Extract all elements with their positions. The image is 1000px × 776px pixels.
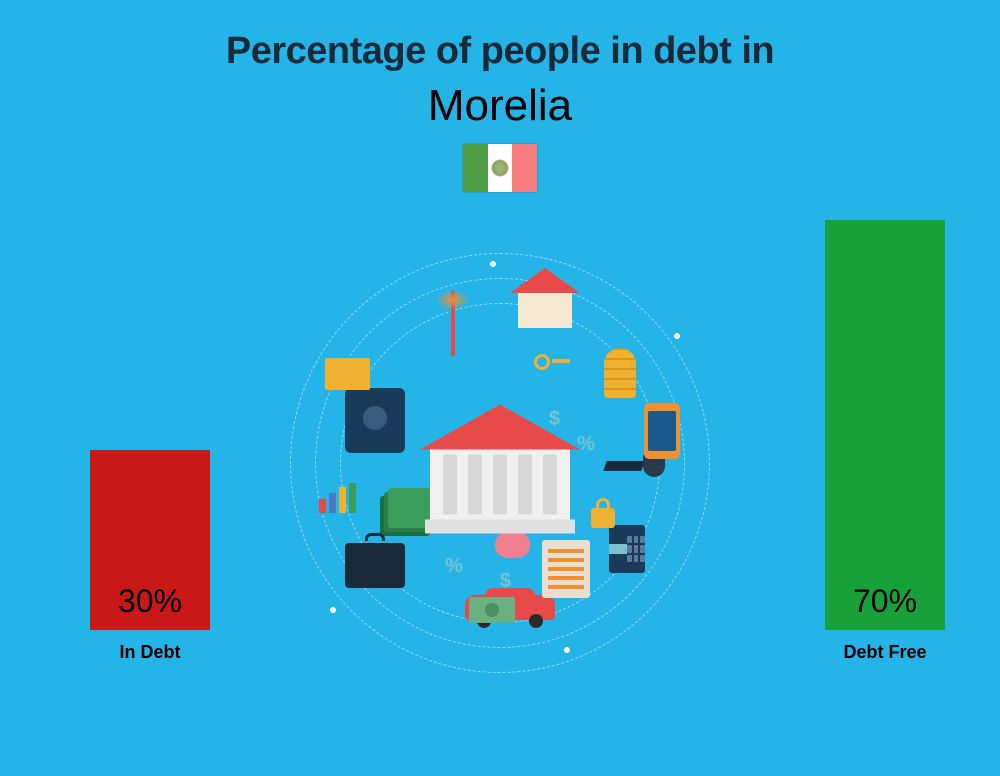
coins-icon xyxy=(595,343,645,403)
orbit-dot xyxy=(490,261,496,267)
bar-in-debt-rect: 30% xyxy=(90,450,210,630)
orbit-dot xyxy=(330,607,336,613)
house-icon xyxy=(510,268,580,328)
flag-emblem-icon xyxy=(491,159,509,177)
percent-symbol-icon: % xyxy=(445,555,463,578)
briefcase-icon xyxy=(345,543,405,588)
mexico-flag-icon xyxy=(462,143,538,193)
main-title: Percentage of people in debt in xyxy=(0,0,1000,73)
envelope-icon xyxy=(325,358,370,390)
clipboard-icon xyxy=(542,540,590,598)
bar-debt-free: 70% Debt Free xyxy=(825,220,945,663)
city-subtitle: Morelia xyxy=(0,81,1000,131)
finance-illustration: % % $ $ xyxy=(290,253,710,673)
bar-debt-free-value: 70% xyxy=(825,583,945,620)
bar-debt-free-label: Debt Free xyxy=(825,642,945,663)
content-area: 30% In Debt 70% Debt Free xyxy=(0,203,1000,723)
calculator-icon xyxy=(609,525,645,573)
bar-chart-icon xyxy=(318,483,356,513)
orbit-dot xyxy=(674,333,680,339)
dollar-symbol-icon: $ xyxy=(500,570,511,593)
key-icon xyxy=(534,353,570,371)
bar-in-debt-label: In Debt xyxy=(90,642,210,663)
flag-stripe-green xyxy=(463,144,488,192)
bar-in-debt: 30% In Debt xyxy=(90,450,210,663)
banknote-icon xyxy=(469,597,515,623)
smartphone-icon xyxy=(644,403,680,459)
bar-in-debt-value: 30% xyxy=(90,583,210,620)
flag-stripe-red xyxy=(512,144,537,192)
caduceus-icon xyxy=(435,288,470,358)
bar-debt-free-rect: 70% xyxy=(825,220,945,630)
flag-stripe-white xyxy=(488,144,513,192)
safe-icon xyxy=(345,388,405,453)
orbit-dot xyxy=(564,647,570,653)
padlock-icon xyxy=(591,498,615,528)
bank-building-icon xyxy=(420,405,580,535)
